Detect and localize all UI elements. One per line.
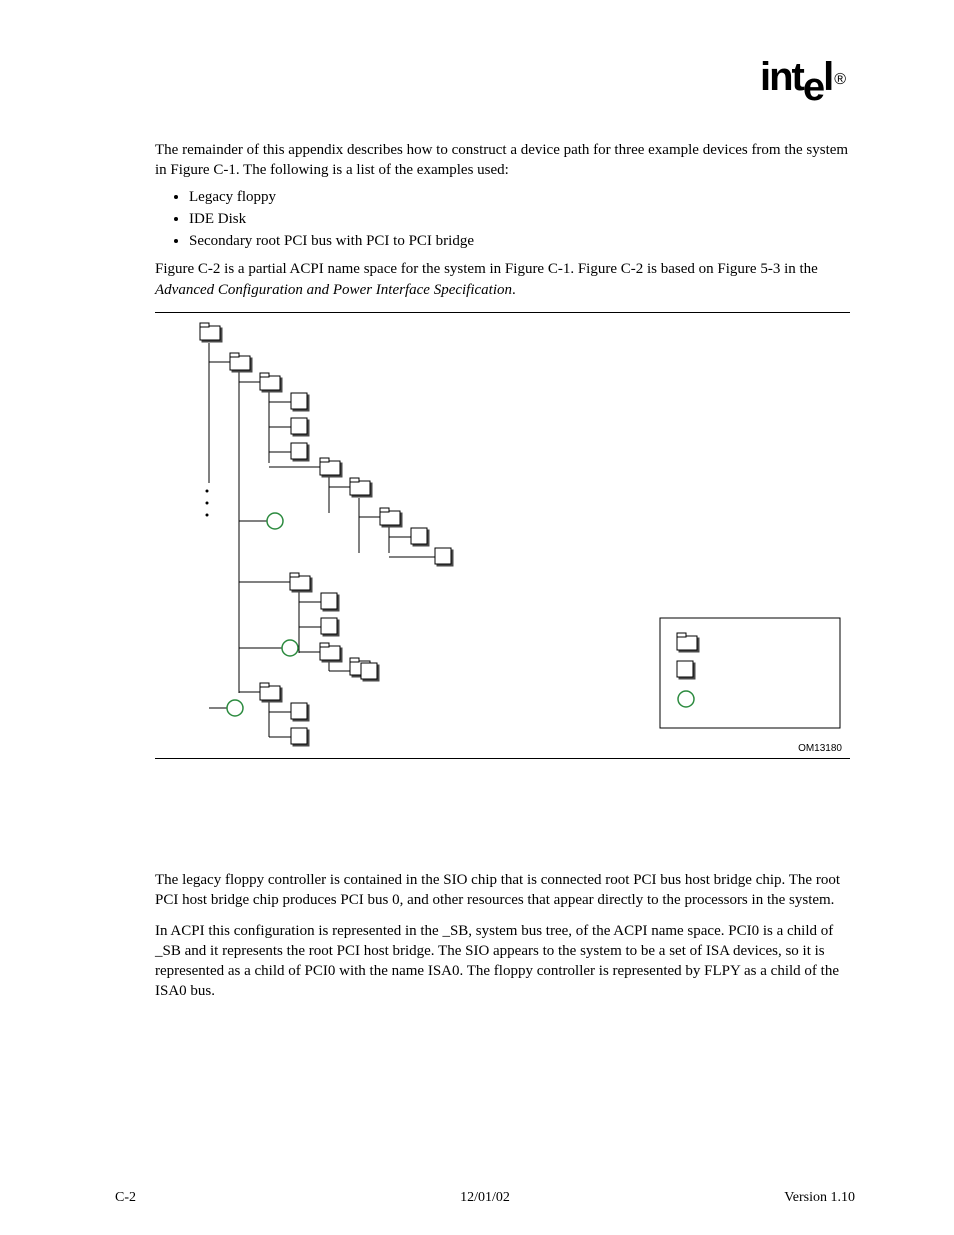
body-paragraph-1: The legacy floppy controller is containe… — [155, 870, 850, 911]
figure-code-label: OM13180 — [798, 743, 842, 754]
footer-date: 12/01/02 — [115, 1190, 855, 1206]
intro-block: The remainder of this appendix describes… — [155, 140, 850, 306]
list-item: Secondary root PCI bus with PCI to PCI b… — [189, 231, 850, 251]
figure-svg-container: OM13180 — [155, 313, 850, 758]
figure-rule-bottom — [155, 758, 850, 759]
footer-version: Version 1.10 — [784, 1190, 855, 1206]
spec-title-italic: Advanced Configuration and Power Interfa… — [155, 282, 512, 298]
list-item: Legacy floppy — [189, 187, 850, 207]
intro-paragraph-2: Figure C-2 is a partial ACPI name space … — [155, 259, 850, 300]
logo-registered: ® — [834, 71, 846, 88]
intro-p2-a: Figure C-2 is a partial ACPI name space … — [155, 261, 818, 277]
page: intel® The remainder of this appendix de… — [0, 0, 954, 1235]
intro-paragraph-1: The remainder of this appendix describes… — [155, 140, 850, 181]
figure-c2: OM13180 — [155, 312, 850, 759]
body-paragraph-2: In ACPI this configuration is represente… — [155, 921, 850, 1002]
list-item: IDE Disk — [189, 209, 850, 229]
body-block: The legacy floppy controller is containe… — [155, 870, 850, 1008]
intel-logo: intel® — [760, 55, 844, 100]
intro-p2-c: . — [512, 282, 516, 298]
example-list: Legacy floppy IDE Disk Secondary root PC… — [155, 187, 850, 252]
acpi-tree-diagram — [155, 313, 850, 758]
